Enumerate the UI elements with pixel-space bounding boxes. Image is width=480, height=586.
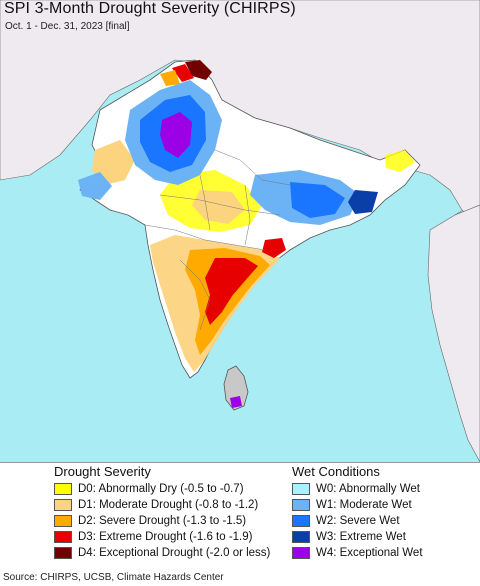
drought-map: [0, 0, 480, 463]
legend-item-d0: D0: Abnormally Dry (-0.5 to -0.7): [54, 481, 270, 497]
legend-swatch-d2: [54, 515, 72, 527]
legend-item-w0: W0: Abnormally Wet: [292, 481, 423, 497]
wet-w2-east: [290, 182, 345, 218]
legend-label-d4: D4: Exceptional Drought (-2.0 or less): [78, 547, 271, 559]
legend-item-d4: D4: Exceptional Drought (-2.0 or less): [54, 545, 270, 561]
legend-item-w4: W4: Exceptional Wet: [292, 545, 423, 561]
legend-label-d3: D3: Extreme Drought (-1.6 to -1.9): [78, 531, 253, 543]
map-subtitle: Oct. 1 - Dec. 31, 2023 [final]: [5, 21, 130, 32]
wet-w3-east: [348, 190, 378, 214]
land-sri-lanka: [223, 365, 249, 411]
drought-d1-central: [192, 190, 245, 224]
legend-item-w1: W1: Moderate Wet: [292, 497, 423, 513]
wet-w4-srilanka: [230, 396, 242, 408]
legend-item-w2: W2: Severe Wet: [292, 513, 423, 529]
legend-swatch-d0: [54, 483, 72, 495]
source-credit: Source: CHIRPS, UCSB, Climate Hazards Ce…: [3, 572, 224, 583]
legend-label-w0: W0: Abnormally Wet: [316, 483, 420, 495]
legend-swatch-d1: [54, 499, 72, 511]
wet-w1-gujarat: [78, 172, 112, 200]
drought-d3-north: [172, 64, 194, 82]
drought-d0-northeast: [385, 150, 415, 172]
map-title: SPI 3-Month Drought Severity (CHIRPS): [4, 0, 296, 17]
legend-label-d1: D1: Moderate Drought (-0.8 to -1.2): [78, 499, 259, 511]
legend-swatch-d3: [54, 531, 72, 543]
legend-swatch-w2: [292, 515, 310, 527]
legend-swatch-d4: [54, 547, 72, 559]
legend-label-w3: W3: Extreme Wet: [316, 531, 406, 543]
state-borders: [144, 149, 291, 331]
land-southeast: [427, 204, 480, 462]
legend-label-d2: D2: Severe Drought (-1.3 to -1.5): [78, 515, 247, 527]
legend-wet-heading: Wet Conditions: [292, 464, 380, 479]
legend-drought: Drought Severity D0: Abnormally Dry (-0.…: [54, 464, 270, 561]
legend-swatch-w0: [292, 483, 310, 495]
wet-w4-northwest: [160, 112, 192, 158]
legend-item-d1: D1: Moderate Drought (-0.8 to -1.2): [54, 497, 270, 513]
drought-d1-northwest: [92, 140, 135, 185]
legend-label-w4: W4: Exceptional Wet: [316, 547, 423, 559]
drought-d2-north: [160, 70, 180, 86]
legend-swatch-w1: [292, 499, 310, 511]
legend-label-w2: W2: Severe Wet: [316, 515, 400, 527]
drought-d3-south: [205, 258, 258, 325]
legend-item-d3: D3: Extreme Drought (-1.6 to -1.9): [54, 529, 270, 545]
legend-drought-heading: Drought Severity: [54, 464, 151, 479]
legend-swatch-w3: [292, 531, 310, 543]
legend-label-w1: W1: Moderate Wet: [316, 499, 412, 511]
drought-d3-east: [262, 238, 286, 258]
legend-item-w3: W3: Extreme Wet: [292, 529, 423, 545]
legend-label-d0: D0: Abnormally Dry (-0.5 to -0.7): [78, 483, 244, 495]
legend-wet: Wet Conditions W0: Abnormally Wet W1: Mo…: [292, 464, 423, 561]
legend-item-d2: D2: Severe Drought (-1.3 to -1.5): [54, 513, 270, 529]
legend-swatch-w4: [292, 547, 310, 559]
